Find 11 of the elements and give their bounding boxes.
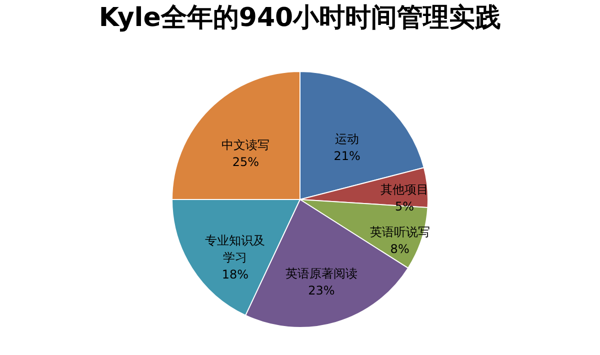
- data-label: 18%: [222, 268, 248, 282]
- data-label: 25%: [232, 155, 260, 170]
- slice-label: 中文读写: [222, 138, 270, 152]
- slice-label: 其他项目: [380, 182, 428, 197]
- data-label: 8%: [390, 242, 410, 256]
- slice-label: 运动: [335, 132, 360, 146]
- slice-label: 英语原著阅读: [285, 266, 358, 280]
- data-label: 23%: [308, 283, 335, 298]
- slice-label: 专业知识及学习: [205, 234, 266, 265]
- chart-title: Kyle全年的940小时时间管理实践: [98, 3, 502, 33]
- data-label: 21%: [334, 148, 360, 163]
